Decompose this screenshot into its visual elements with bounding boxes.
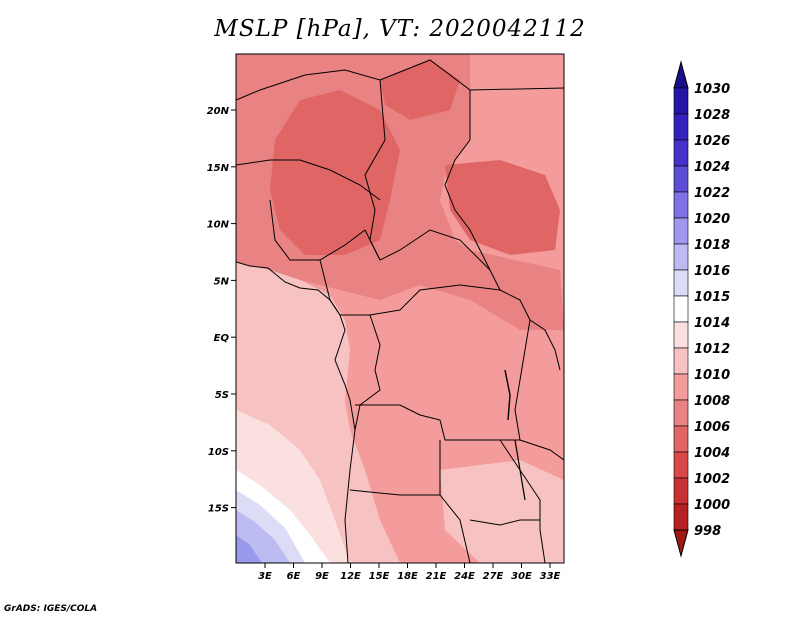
colorbar-segment [673,191,689,219]
colorbar-label: 1000 [694,498,730,513]
pressure-field [236,54,564,563]
lat-tick-label: 10S [208,447,229,458]
lon-tick-label: 30E [511,571,532,582]
colorbar-label: 1026 [694,134,730,149]
border-angola-drc [355,404,520,441]
lon-tick-label: 21E [426,571,447,582]
colorbar-segment [673,451,689,479]
border-zambia-mozambique [499,439,546,563]
colorbar-segment [673,243,689,271]
colorbar-segment [673,269,689,297]
colorbar-segment [673,477,689,505]
colorbar-label: 1020 [694,212,730,227]
colorbar-label: 1010 [694,368,730,383]
lat-tick-label: 15N [207,163,230,174]
lat-tick-label: 10N [207,220,230,231]
lat-tick-label: EQ [214,333,230,344]
lat-tick-label: 5N [214,276,230,287]
lon-tick-label: 18E [397,571,418,582]
lon-tick-label: 3E [258,571,272,582]
field-1012-southeast [440,460,564,563]
lon-tick-label: 27E [483,571,504,582]
colorbar-segment [673,425,689,453]
lon-tick-label: 12E [340,571,361,582]
lon-tick-label: 33E [540,571,561,582]
colorbar-label: 1004 [694,446,730,461]
lake-tanganyika [504,369,511,421]
field-1006-north [380,60,460,120]
border-drc-east [459,284,531,441]
colorbar-segment [673,113,689,141]
colorbar-label: 998 [694,524,721,539]
colorbar-label: 1018 [694,238,730,253]
colorbar-bottom-arrow [673,529,689,558]
colorbar-segment [673,87,689,115]
coastline [236,261,356,563]
border-congo [354,314,381,431]
lake-malawi [514,439,526,501]
border-tanzania [519,439,564,461]
colorbar-label: 1022 [694,186,730,201]
colorbar-label: 1015 [694,290,730,305]
colorbar-segment [673,347,689,375]
lat-tick-label: 5S [215,390,229,401]
colorbar-label: 1002 [694,472,730,487]
colorbar: 1030 1028 1026 1024 1022 1020 1018 1016 1015 1014… [673,60,730,558]
colorbar-segment [673,217,689,245]
border-nigeria [269,199,366,261]
border-sahel [236,159,381,201]
colorbar-segment [673,373,689,401]
colorbar-top-arrow [673,60,689,89]
lat-tick-label: 20N [207,106,230,117]
grads-credit: GrADS: IGES/COLA [4,604,98,614]
border-north [236,59,471,140]
colorbar-label: 1012 [694,342,730,357]
longitude-axis: 3E 6E 9E 12E 15E 18E 21E 24E 27E 30E 33E [258,563,561,582]
colorbar-segment [673,503,689,531]
colorbar-label: 1024 [694,160,730,175]
border-car [364,229,501,291]
latitude-axis: 20N 15N 10N 5N EQ 5S 10S 15S [207,106,236,515]
field-1020 [236,535,262,563]
colorbar-segment [673,165,689,193]
lon-tick-label: 15E [369,571,390,582]
country-borders [236,59,564,563]
colorbar-label: 1016 [694,264,730,279]
border-uganda-kenya [529,319,561,371]
colorbar-segment [673,295,689,323]
lon-tick-label: 24E [454,571,475,582]
border-libya-egypt [469,87,564,91]
colorbar-segment [673,139,689,167]
map-title: MSLP [hPa], VT: 2020042112 [214,16,586,42]
border-zimbabwe [469,519,540,526]
colorbar-label: 1028 [694,108,730,123]
border-chad-sudan [444,139,491,271]
colorbar-label: 1014 [694,316,730,331]
lat-tick-label: 15S [208,504,229,515]
field-1006-east [445,160,560,255]
colorbar-label: 1006 [694,420,730,435]
colorbar-segment [673,399,689,427]
colorbar-label: 1008 [694,394,730,409]
colorbar-segment [673,321,689,349]
lon-tick-label: 6E [287,571,301,582]
colorbar-label: 1030 [694,82,730,97]
lon-tick-label: 9E [315,571,329,582]
map-frame [235,53,565,564]
